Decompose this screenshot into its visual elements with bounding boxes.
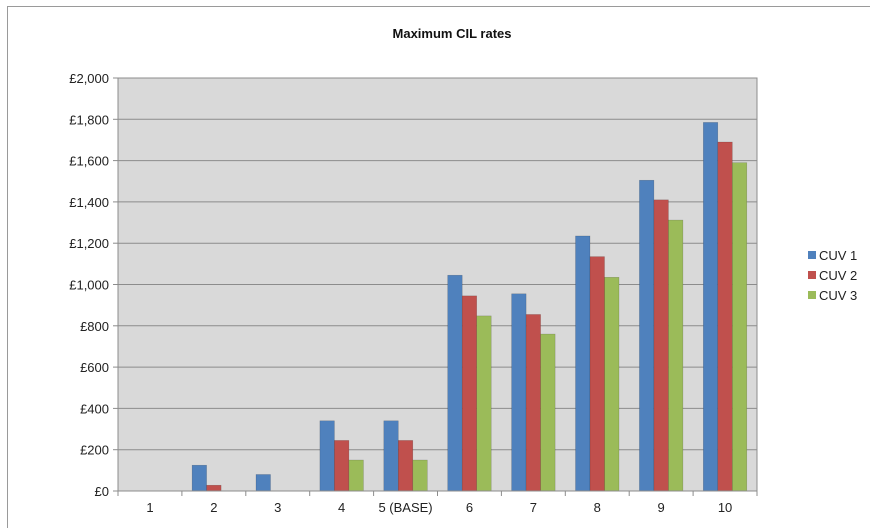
y-tick-label: £400: [80, 401, 109, 416]
bar-cuv-2: [398, 440, 414, 492]
axes: £0 £200 £400 £600 £800 £1,000 £1,200 £1,400 £1,6…: [69, 71, 758, 515]
bar-cuv-1: [383, 420, 399, 492]
legend-swatch: [808, 271, 816, 279]
bar-cuv-2: [589, 256, 605, 492]
bar-cuv-2: [206, 484, 222, 492]
bar-cuv-1: [511, 293, 527, 492]
bar-cuv-3: [348, 459, 364, 492]
bar-cuv-1: [639, 179, 655, 492]
chart-title: Maximum CIL rates: [393, 26, 512, 41]
x-tick-label: 6: [466, 500, 473, 515]
x-tick-label: 1: [146, 500, 153, 515]
y-tick-label: £1,200: [69, 236, 109, 251]
legend-swatch: [808, 251, 816, 259]
bar-cuv-3: [668, 219, 684, 492]
bar-cuv-1: [255, 474, 271, 492]
y-tick-label: £1,800: [69, 112, 109, 127]
x-tick-label: 7: [530, 500, 537, 515]
bar-cuv-1: [703, 122, 719, 492]
bar-cuv-3: [476, 315, 492, 492]
bar-cuv-3: [540, 333, 556, 492]
bar-cuv-2: [525, 314, 541, 492]
bar-cuv-1: [575, 235, 591, 492]
bar-cuv-3: [604, 277, 620, 492]
legend: CUV 1 CUV 2 CUV 3: [808, 248, 857, 303]
bar-cuv-3: [412, 459, 428, 492]
y-tick-label: £1,000: [69, 278, 109, 293]
bar-cuv-2: [334, 440, 350, 492]
y-tick-label: £1,400: [69, 195, 109, 210]
x-tick-label: 5 (BASE): [378, 500, 432, 515]
legend-label: CUV 2: [819, 268, 857, 283]
bar-cuv-1: [447, 274, 463, 492]
bar-cuv-1: [319, 420, 335, 492]
x-tick-label: 3: [274, 500, 281, 515]
bar-cuv-2: [461, 295, 477, 492]
y-tick-label: £0: [95, 484, 109, 499]
bar-cuv-1: [191, 464, 207, 492]
y-tick-label: £200: [80, 443, 109, 458]
x-tick-label: 9: [658, 500, 665, 515]
y-tick-label: £800: [80, 319, 109, 334]
x-tick-label: 10: [718, 500, 732, 515]
bar-cuv-2: [717, 141, 733, 492]
y-tick-label: £600: [80, 360, 109, 375]
x-tick-label: 2: [210, 500, 217, 515]
legend-label: CUV 1: [819, 248, 857, 263]
bars: [191, 122, 748, 492]
y-tick-label: £1,600: [69, 154, 109, 169]
legend-swatch: [808, 291, 816, 299]
bar-cuv-2: [653, 199, 669, 492]
x-tick-label: 4: [338, 500, 345, 515]
x-tick-label: 8: [594, 500, 601, 515]
bar-cuv-3: [732, 162, 748, 492]
legend-label: CUV 3: [819, 288, 857, 303]
y-tick-label: £2,000: [69, 71, 109, 86]
